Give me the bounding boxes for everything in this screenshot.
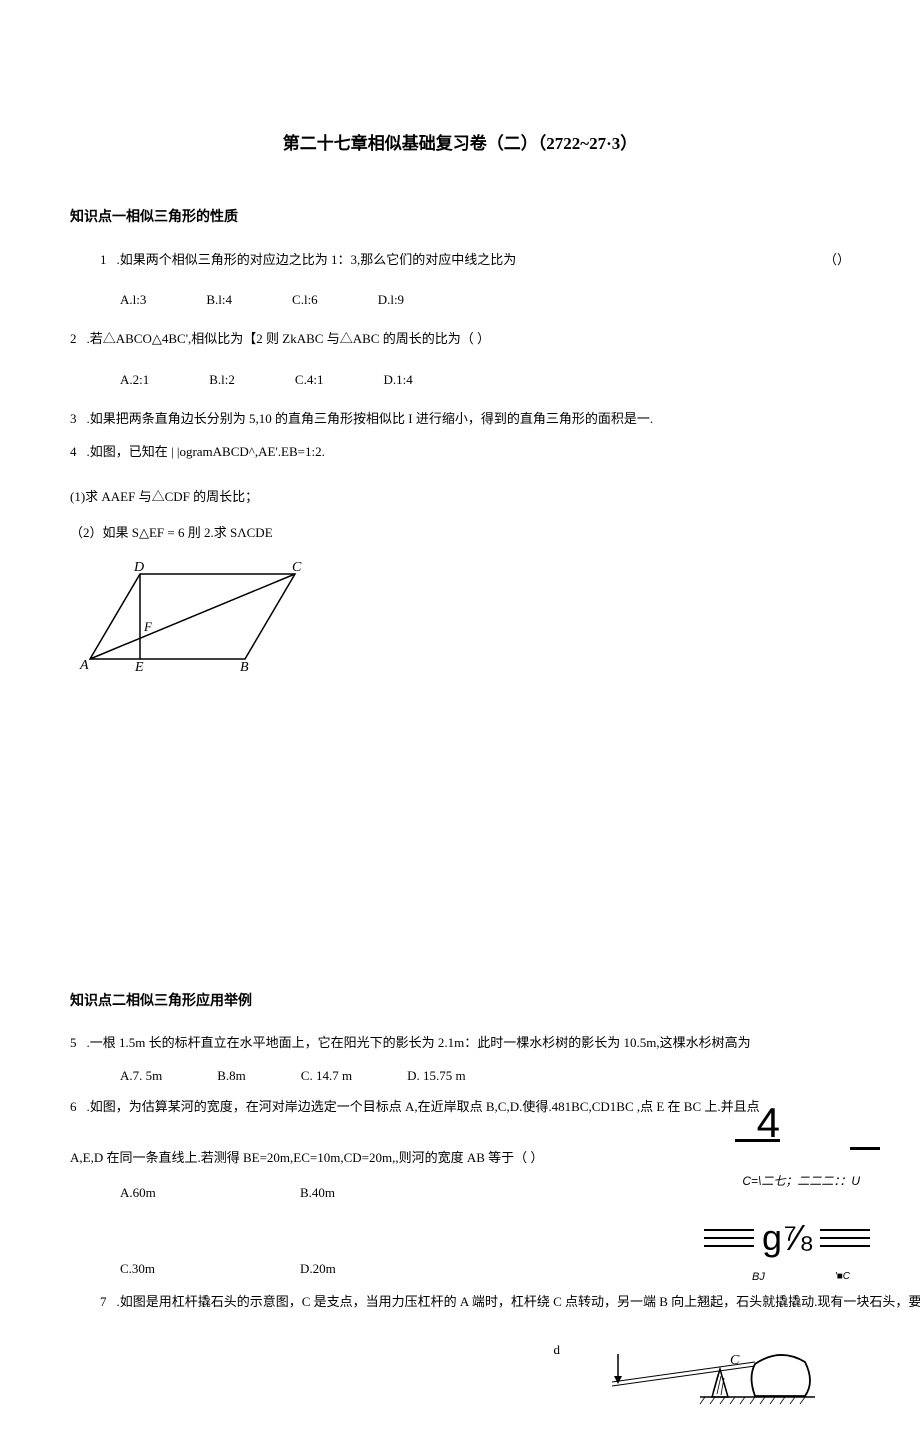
q1-paren: （） — [824, 250, 850, 271]
q5-options: A.7. 5m B.8m C. 14.7 m D. 15.75 m — [70, 1066, 850, 1087]
q2-options: A.2:1 B.l:2 C.4:1 D.1:4 — [70, 370, 850, 391]
question-1: 1 .如果两个相似三角形的对应边之比为 1：3,那么它们的对应中线之比为 （） — [70, 250, 850, 271]
q5-opt-d: D. 15.75 m — [407, 1066, 466, 1087]
question-4: 4 .如图，已知在 | |ogramABCD^,AE'.EB=1:2. — [70, 442, 850, 463]
q5-num: 5 — [70, 1033, 77, 1054]
q5-opt-a: A.7. 5m — [120, 1066, 162, 1087]
q4-sub2: （2）如果 S△EF = 6 刖 2.求 SΛCDE — [70, 523, 850, 544]
q5-opt-c: C. 14.7 m — [301, 1066, 352, 1087]
q2-num: 2 — [70, 329, 77, 350]
q7-num: 7 — [100, 1292, 107, 1313]
q3-num: 3 — [70, 409, 77, 430]
q5-opt-b: B.8m — [217, 1066, 246, 1087]
q2-opt-a: A.2:1 — [120, 370, 149, 391]
question-7: 7 .如图是用杠杆撬石头的示意图，C 是支点，当用力压杠杆的 A 端时，杠杆绕 … — [70, 1292, 850, 1313]
fig-bj: BJ '■C — [620, 1269, 870, 1287]
parallelogram-figure: A E B D C F — [70, 559, 850, 681]
q3-text: .如果把两条直角边长分别为 5,10 的直角三角形按相似比 I 进行缩小，得到的… — [87, 409, 851, 430]
q2-opt-d: D.1:4 — [383, 370, 412, 391]
q4-sub1: (1)求 AAEF 与△CDF 的周长比； — [70, 487, 850, 508]
q1-num: 1 — [100, 250, 107, 271]
label-F: F — [143, 619, 153, 634]
q2-text: .若△ABCO△4BC',相似比为【2 则 ZkABC 与△ABC 的周长的比为… — [87, 329, 851, 350]
q4-text: .如图，已知在 | |ogramABCD^,AE'.EB=1:2. — [87, 442, 851, 463]
fig-four: 4 — [620, 1102, 870, 1144]
q1-options: A.l:3 B.l:4 C.l:6 D.l:9 — [70, 290, 850, 311]
q2-opt-b: B.l:2 — [209, 370, 235, 391]
q4-num: 4 — [70, 442, 77, 463]
fig-ctext: C=\二七；二二二：：U — [620, 1172, 860, 1191]
section2-header: 知识点二相似三角形应用举例 — [70, 991, 850, 1013]
q1-opt-c: C.l:6 — [292, 290, 318, 311]
q1-opt-d: D.l:9 — [378, 290, 404, 311]
page-title: 第二十七章相似基础复习卷（二）（2722~27·3） — [70, 130, 850, 157]
question-3: 3 .如果把两条直角边长分别为 5,10 的直角三角形按相似比 I 进行缩小，得… — [70, 409, 850, 430]
q2-opt-c: C.4:1 — [295, 370, 324, 391]
q6-opt-a: A.60m — [120, 1183, 300, 1204]
q6-block: 6 .如图，为估算某河的宽度，在河对岸边选定一个目标点 A,在近岸取点 B,C,… — [70, 1097, 850, 1280]
question-5: 5 .一根 1.5m 长的标杆直立在水平地面上，它在阳光下的影长为 2.1m：此… — [70, 1033, 850, 1054]
lever-figure: C — [600, 1352, 820, 1429]
label-A: A — [79, 658, 89, 673]
label-B: B — [240, 660, 249, 674]
fig-g78: g⅞ — [762, 1209, 812, 1267]
q7-d-label: d — [554, 1340, 561, 1361]
q6-opt-c: C.30m — [120, 1259, 300, 1280]
q7-text: .如图是用杠杆撬石头的示意图，C 是支点，当用力压杠杆的 A 端时，杠杆绕 C … — [117, 1292, 920, 1313]
label-D: D — [133, 560, 144, 575]
section1-header: 知识点一相似三角形的性质 — [70, 207, 850, 229]
q7-c-label: C — [730, 1353, 740, 1368]
q1-opt-a: A.l:3 — [120, 290, 146, 311]
fig-bj-text: BJ — [752, 1269, 765, 1287]
label-C: C — [292, 560, 302, 575]
q5-text: .一根 1.5m 长的标杆直立在水平地面上，它在阳光下的影长为 2.1m：此时一… — [87, 1033, 851, 1054]
fig-eq: g⅞ — [620, 1209, 870, 1267]
q1-opt-b: B.l:4 — [206, 290, 232, 311]
question-2: 2 .若△ABCO△4BC',相似比为【2 则 ZkABC 与△ABC 的周长的… — [70, 329, 850, 350]
q7-block: 7 .如图是用杠杆撬石头的示意图，C 是支点，当用力压杠杆的 A 端时，杠杆绕 … — [70, 1292, 850, 1313]
q6-num: 6 — [70, 1097, 77, 1118]
fig-c-small: '■C — [835, 1269, 850, 1287]
q6-right-figure: 4 C=\二七；二二二：：U g⅞ BJ '■C — [620, 1102, 870, 1286]
q1-text: .如果两个相似三角形的对应边之比为 1：3,那么它们的对应中线之比为 — [117, 250, 517, 271]
label-E: E — [134, 660, 144, 674]
q6-opt-d: D.20m — [300, 1259, 480, 1280]
q6-opt-b: B.40m — [300, 1183, 480, 1204]
